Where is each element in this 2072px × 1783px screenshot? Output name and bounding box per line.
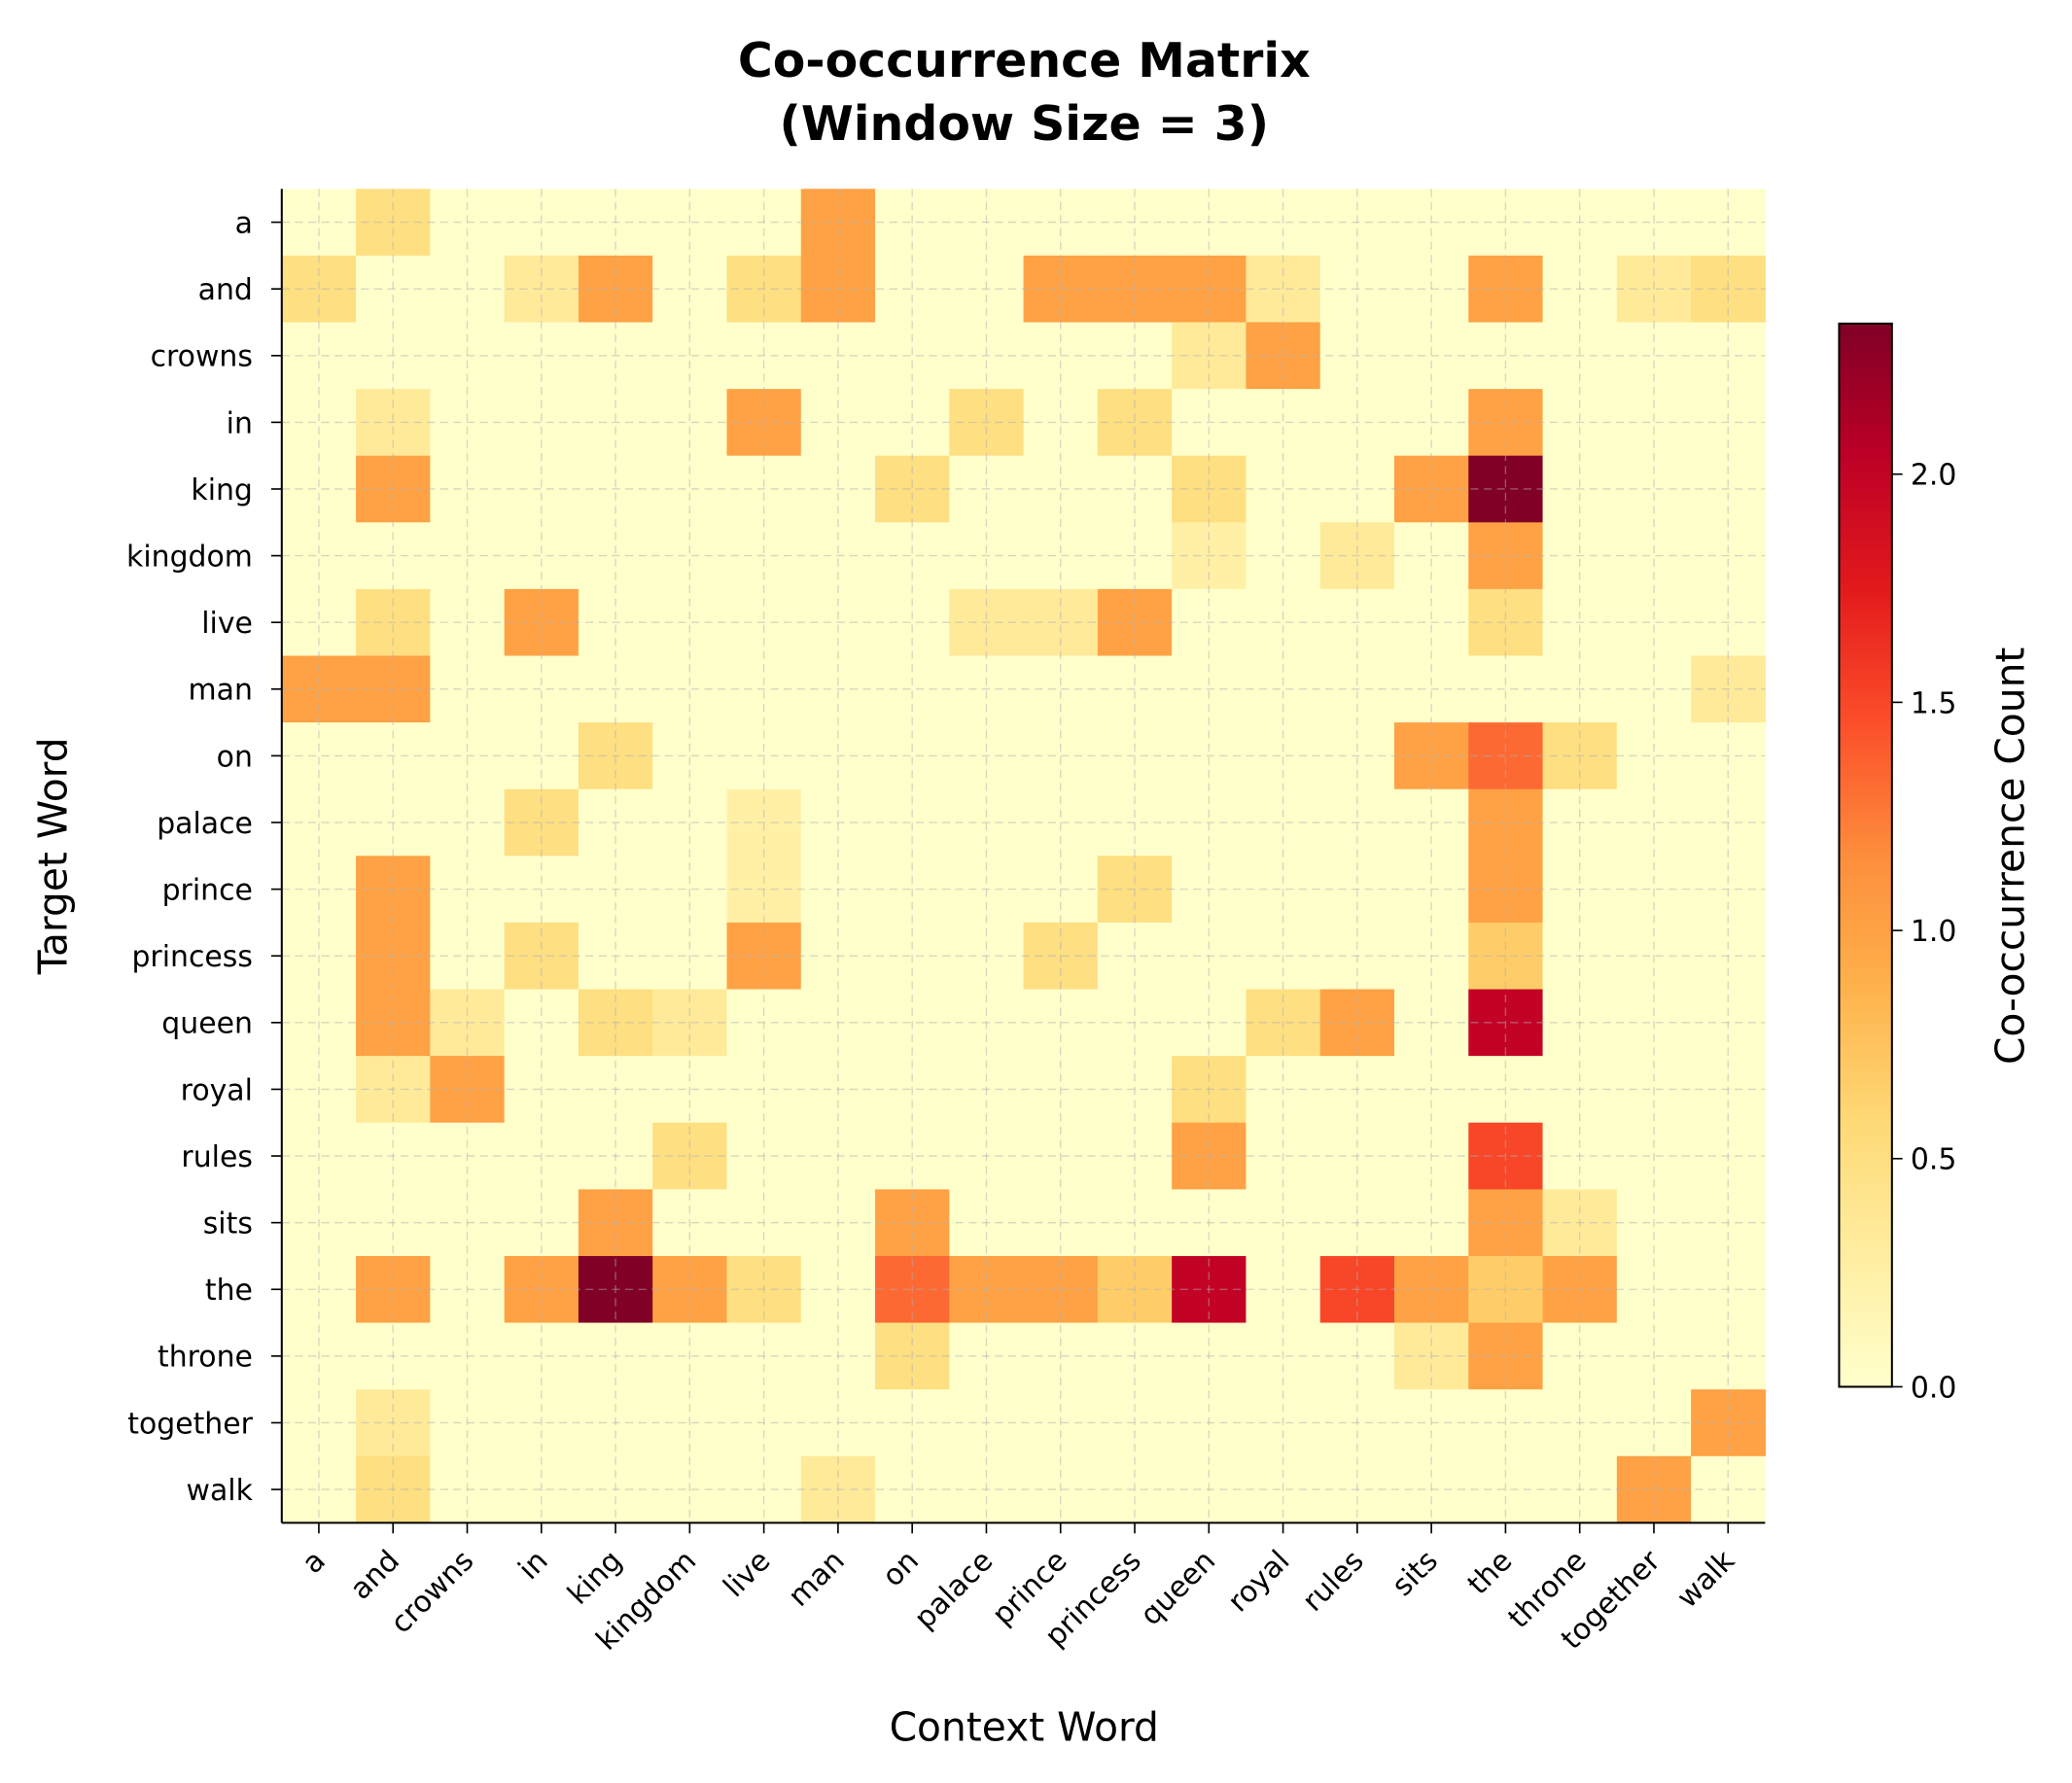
- x-tick-label: live: [717, 1544, 777, 1604]
- y-tick-label: on: [217, 740, 253, 774]
- colorbar-tick-label: 1.0: [1911, 915, 1957, 949]
- x-tick-label: walk: [1670, 1544, 1742, 1616]
- y-tick-label: together: [127, 1407, 253, 1441]
- colorbar-label: Co-occurrence Count: [1987, 647, 2034, 1065]
- x-tick-label: rules: [1296, 1544, 1371, 1619]
- y-tick-label: throne: [158, 1341, 253, 1375]
- colorbar-tick-label: 0.5: [1911, 1143, 1957, 1177]
- x-tick-label: the: [1461, 1544, 1519, 1601]
- y-tick-label: queen: [161, 1007, 253, 1041]
- y-tick-label: rules: [181, 1140, 252, 1174]
- x-tick-label: palace: [908, 1544, 1001, 1636]
- y-tick-label: live: [201, 607, 253, 641]
- y-tick-label: walk: [187, 1474, 254, 1508]
- y-tick-label: palace: [157, 807, 253, 841]
- x-tick-label: and: [344, 1544, 407, 1607]
- y-tick-label: the: [205, 1274, 253, 1308]
- y-axis-label: Target Word: [29, 737, 76, 975]
- y-tick-label: crowns: [151, 340, 253, 374]
- x-tick-label: royal: [1221, 1544, 1296, 1619]
- x-tick-label: king: [561, 1544, 629, 1612]
- x-tick-label: in: [512, 1544, 555, 1587]
- y-tick-label: a: [235, 206, 253, 240]
- y-tick-label: royal: [181, 1073, 253, 1107]
- chart-title: Co-occurrence Matrix (Window Size = 3): [738, 33, 1311, 152]
- colorbar-tick-label: 0.0: [1911, 1371, 1957, 1405]
- x-tick-label: man: [782, 1544, 852, 1614]
- x-tick-label: sits: [1386, 1544, 1445, 1603]
- x-tick-label: a: [296, 1544, 333, 1581]
- x-axis-label: Context Word: [890, 1704, 1159, 1751]
- y-tick-label: princess: [131, 940, 252, 974]
- colorbar-tick-label: 2.0: [1911, 459, 1957, 493]
- y-tick-label: and: [198, 273, 253, 307]
- y-tick-label: in: [227, 406, 253, 440]
- colorbar: [1838, 322, 1893, 1388]
- y-tick-label: kingdom: [126, 540, 253, 574]
- x-tick-label: on: [876, 1544, 926, 1593]
- y-tick-label: man: [189, 674, 253, 708]
- title-text: Co-occurrence Matrix (Window Size = 3): [738, 33, 1311, 152]
- y-tick-label: king: [191, 473, 253, 507]
- colorbar-tick-label: 1.5: [1911, 686, 1957, 720]
- x-tick-label: queen: [1134, 1544, 1222, 1632]
- y-tick-label: prince: [162, 873, 253, 907]
- y-tick-label: sits: [203, 1207, 253, 1241]
- x-tick-label: crowns: [384, 1544, 480, 1640]
